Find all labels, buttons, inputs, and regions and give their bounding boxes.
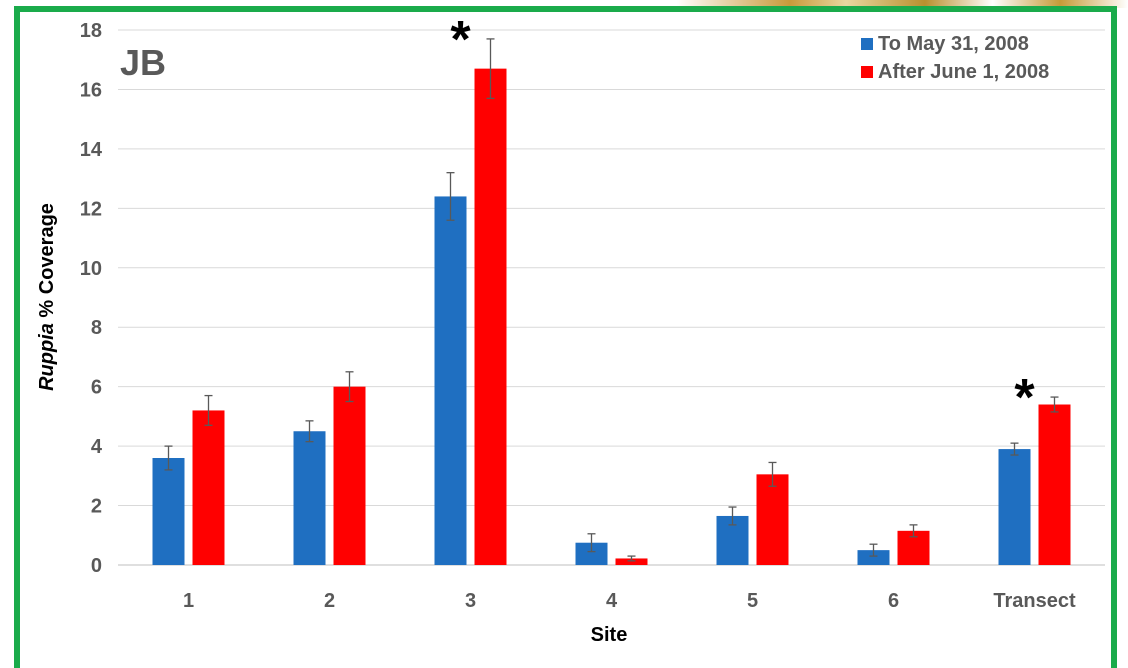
x-tick-label: 1	[183, 590, 194, 612]
legend-label-to-may: To May 31, 2008	[878, 33, 1029, 55]
y-tick-label: 6	[91, 377, 102, 399]
bar-after-june-5	[756, 474, 789, 565]
y-tick-label: 16	[80, 79, 102, 101]
x-tick-label: 6	[888, 590, 899, 612]
legend-swatch-to-may	[861, 38, 873, 50]
y-axis-label-rest: % Coverage	[36, 203, 58, 323]
x-axis-label: Site	[591, 624, 628, 646]
x-tick-label: 2	[324, 590, 335, 612]
y-tick-label: 8	[91, 317, 102, 339]
y-axis-label: Ruppia % Coverage	[36, 203, 58, 391]
bar-after-june-transect	[1038, 404, 1071, 565]
bar-to-may-2	[293, 431, 326, 565]
significance-asterisk: *	[1014, 369, 1035, 427]
y-tick-label: 2	[91, 496, 102, 518]
bar-to-may-6	[857, 550, 890, 565]
y-tick-label: 0	[91, 555, 102, 577]
y-tick-label: 4	[91, 436, 103, 458]
green-border	[14, 6, 1117, 668]
bar-to-may-transect	[998, 449, 1031, 565]
bar-to-may-4	[575, 542, 608, 565]
bar-after-june-4	[615, 558, 648, 565]
significance-asterisk: *	[450, 11, 471, 69]
x-tick-labels: 1 2 3 4 5 6 Transect	[183, 590, 1076, 612]
y-axis-label-italic: Ruppia	[36, 323, 58, 391]
bars	[152, 68, 1071, 565]
legend-label-after-june: After June 1, 2008	[878, 61, 1049, 83]
x-tick-label: 3	[465, 590, 476, 612]
error-bars	[164, 38, 1059, 562]
y-tick-labels: 0 2 4 6 8 10 12 14 16 18	[80, 20, 103, 577]
bar-after-june-2	[333, 386, 366, 565]
decorative-top-strip	[0, 0, 1128, 8]
significance-markers: **	[450, 11, 1035, 427]
x-tick-label: Transect	[993, 590, 1076, 612]
gridlines	[118, 29, 1105, 566]
bar-after-june-1	[192, 410, 225, 565]
legend-swatch-after-june	[861, 66, 873, 78]
bar-to-may-1	[152, 458, 185, 565]
y-tick-label: 18	[80, 20, 102, 42]
bar-after-june-3	[474, 68, 507, 565]
y-tick-label: 14	[80, 139, 103, 161]
y-tick-label: 12	[80, 198, 102, 220]
panel-label: JB	[120, 42, 166, 83]
x-tick-label: 4	[606, 590, 618, 612]
x-tick-label: 5	[747, 590, 758, 612]
y-tick-label: 10	[80, 258, 102, 280]
bar-to-may-3	[434, 196, 467, 565]
legend: To May 31, 2008 After June 1, 2008	[861, 33, 1049, 83]
